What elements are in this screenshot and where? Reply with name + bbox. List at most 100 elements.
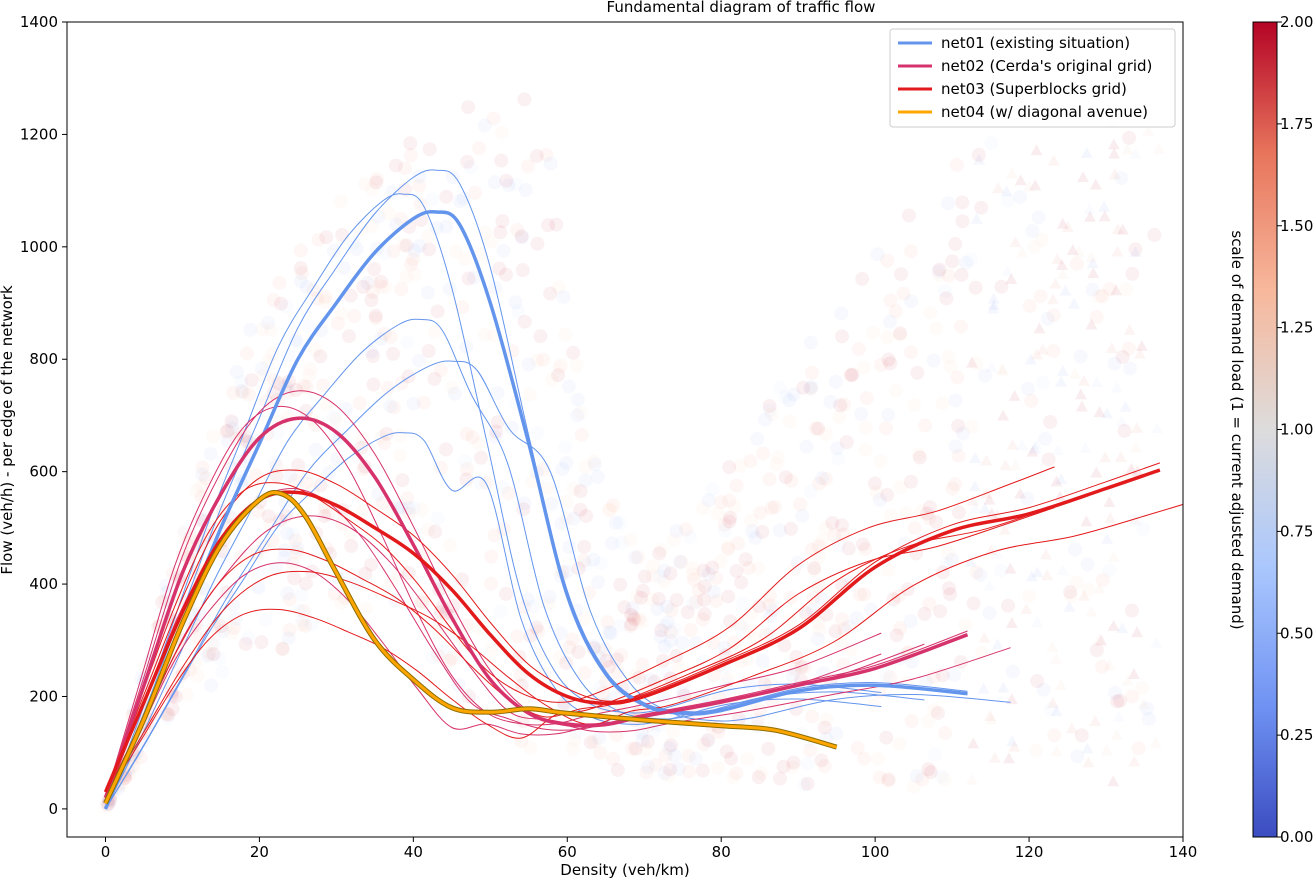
scatter-point bbox=[689, 594, 704, 609]
y-tick-label: 1400 bbox=[20, 13, 58, 31]
scatter-point bbox=[541, 218, 556, 233]
scatter-point bbox=[1077, 171, 1090, 183]
scatter-point bbox=[1046, 344, 1061, 359]
scatter-point bbox=[523, 740, 538, 755]
scatter-point bbox=[903, 614, 918, 629]
scatter-point bbox=[287, 571, 302, 586]
scatter-point bbox=[367, 261, 382, 276]
scatter-point bbox=[489, 424, 504, 439]
scatter-point bbox=[444, 651, 459, 666]
scatter-point bbox=[556, 290, 571, 305]
scatter-point bbox=[213, 619, 228, 634]
scatter-point bbox=[505, 420, 520, 435]
scatter-point bbox=[680, 605, 695, 620]
scatter-point bbox=[953, 655, 968, 670]
scatter-point bbox=[1104, 511, 1117, 523]
scatter-point bbox=[562, 640, 577, 655]
scatter-point bbox=[536, 352, 551, 367]
scatter-point bbox=[267, 455, 282, 470]
scatter-point bbox=[1149, 736, 1162, 748]
scatter-point bbox=[1139, 701, 1154, 716]
scatter-point bbox=[258, 612, 273, 627]
scatter-point bbox=[915, 772, 930, 787]
scatter-point bbox=[226, 415, 241, 430]
scatter-point bbox=[1119, 282, 1134, 297]
scatter-point bbox=[484, 641, 499, 656]
scatter-point bbox=[909, 769, 924, 784]
scatter-point bbox=[623, 619, 638, 634]
scatter-point bbox=[165, 702, 180, 717]
scatter-point bbox=[938, 725, 953, 740]
scatter-point bbox=[559, 455, 574, 470]
series-line-net03 bbox=[103, 468, 1161, 793]
scatter-point bbox=[785, 668, 800, 683]
scatter-point bbox=[939, 291, 954, 306]
scatter-point bbox=[195, 460, 210, 475]
scatter-point bbox=[399, 270, 414, 285]
scatter-point bbox=[1009, 236, 1022, 248]
scatter-point bbox=[386, 244, 401, 259]
scatter-point bbox=[214, 552, 229, 567]
scatter-point bbox=[871, 752, 886, 767]
scatter-point bbox=[896, 286, 911, 301]
scatter-point bbox=[866, 325, 881, 340]
scatter-point bbox=[630, 589, 645, 604]
scatter-point bbox=[279, 299, 294, 314]
scatter-point bbox=[648, 757, 663, 772]
scatter-point bbox=[881, 563, 896, 578]
scatter-point bbox=[722, 514, 737, 529]
scatter-point bbox=[238, 636, 253, 651]
legend-label: net04 (w/ diagonal avenue) bbox=[941, 103, 1148, 121]
scatter-point bbox=[186, 608, 201, 623]
scatter-point bbox=[1098, 210, 1111, 222]
scatter-point bbox=[722, 460, 737, 475]
scatter-point bbox=[1068, 542, 1083, 557]
scatter-point bbox=[355, 431, 370, 446]
scatter-point bbox=[803, 743, 818, 758]
scatter-point bbox=[1074, 728, 1089, 743]
scatter-point bbox=[1129, 512, 1144, 527]
scatter-point bbox=[1153, 142, 1166, 154]
scatter-point bbox=[301, 318, 316, 333]
scatter-point bbox=[1080, 515, 1093, 527]
scatter-point bbox=[212, 651, 227, 666]
scatter-point bbox=[425, 192, 440, 207]
scatter-point bbox=[968, 480, 981, 492]
scatter-point bbox=[969, 502, 982, 514]
scatter-point bbox=[1093, 633, 1106, 645]
scatter-point bbox=[1108, 685, 1123, 700]
scatter-point bbox=[458, 252, 473, 267]
scatter-point bbox=[778, 389, 793, 404]
scatter-point bbox=[261, 354, 276, 369]
scatter-point bbox=[1073, 349, 1088, 364]
scatter-point bbox=[1123, 323, 1136, 335]
scatter-point bbox=[433, 460, 448, 475]
scatter-point bbox=[349, 241, 364, 256]
scatter-point bbox=[1121, 143, 1134, 155]
scatter-point bbox=[904, 345, 919, 360]
scatter-point bbox=[1089, 715, 1102, 727]
scatter-point bbox=[1047, 728, 1062, 743]
scatter-point bbox=[1119, 400, 1132, 412]
scatter-point bbox=[553, 626, 568, 641]
scatter-point bbox=[696, 737, 711, 752]
scatter-point bbox=[226, 385, 241, 400]
scatter-point bbox=[365, 284, 380, 299]
scatter-point bbox=[911, 447, 926, 462]
scatter-point bbox=[1023, 180, 1036, 192]
scatter-point bbox=[265, 533, 280, 548]
scatter-point bbox=[1005, 693, 1018, 705]
scatter-point bbox=[941, 581, 956, 596]
scatter-point bbox=[719, 676, 734, 691]
scatter-point bbox=[987, 298, 1000, 310]
scatter-point bbox=[206, 647, 221, 662]
scatter-point bbox=[447, 386, 462, 401]
scatter-point bbox=[910, 365, 925, 380]
colorbar-tick-label: 1.50 bbox=[1280, 217, 1313, 235]
scatter-point bbox=[600, 615, 615, 630]
scatter-point bbox=[657, 639, 672, 654]
scatter-point bbox=[573, 484, 588, 499]
scatter-point bbox=[705, 482, 720, 497]
scatter-point bbox=[996, 364, 1009, 376]
scatter-point bbox=[326, 243, 341, 258]
